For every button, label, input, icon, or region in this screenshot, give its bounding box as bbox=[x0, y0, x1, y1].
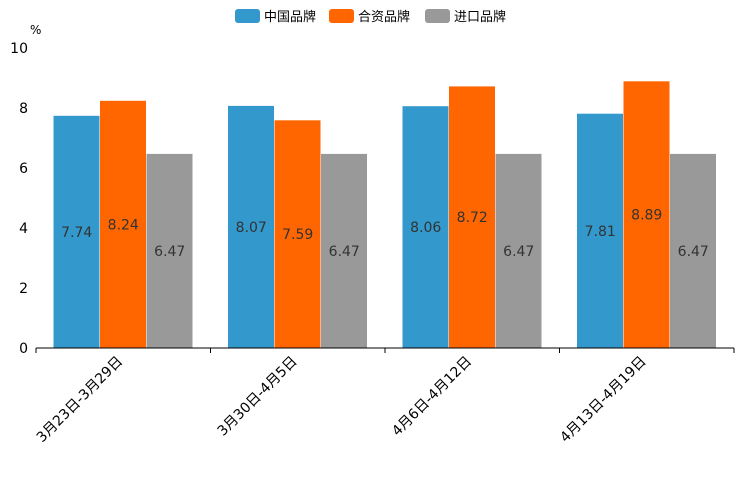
legend-label-1: 中国品牌 bbox=[264, 9, 316, 25]
bar-1-1 bbox=[53, 115, 100, 348]
bar-2-1 bbox=[100, 100, 146, 348]
bar-value-label: 8.89 bbox=[631, 208, 662, 224]
y-tick-label: 8 bbox=[19, 101, 28, 117]
y-tick-label: 6 bbox=[19, 161, 28, 177]
bar-3-2 bbox=[321, 153, 367, 348]
y-tick-label: 4 bbox=[19, 221, 28, 237]
y-axis-unit: % bbox=[30, 23, 41, 37]
y-tick-label: 2 bbox=[19, 281, 28, 297]
bar-value-label: 6.47 bbox=[329, 244, 360, 260]
bar-value-label: 8.06 bbox=[410, 220, 441, 236]
bar-value-label: 8.24 bbox=[108, 217, 139, 233]
bar-value-label: 6.47 bbox=[154, 244, 185, 260]
bar-value-label: 8.72 bbox=[457, 210, 488, 226]
bar-1-4 bbox=[577, 113, 623, 348]
x-tick-label: 4月13日-4月19日 bbox=[557, 354, 649, 446]
legend-swatch-1 bbox=[235, 9, 260, 23]
y-tick-label: 0 bbox=[19, 341, 28, 357]
y-axis: 0 2 4 6 8 10 bbox=[10, 41, 28, 357]
bar-value-label: 7.81 bbox=[585, 224, 616, 240]
bar-value-label: 6.47 bbox=[503, 244, 534, 260]
bar-3-3 bbox=[495, 153, 542, 348]
bar-2-3 bbox=[449, 86, 495, 349]
plot-area: 7.74 8.24 6.47 8.07 7.59 6.47 8.06 8.72 6.47 7.81… bbox=[53, 81, 716, 349]
legend-swatch-3 bbox=[425, 9, 450, 23]
bar-2-2 bbox=[274, 120, 321, 348]
bar-value-label: 8.07 bbox=[236, 220, 267, 236]
x-tick-label: 4月6日-4月12日 bbox=[389, 354, 475, 440]
x-tick-label: 3月30日-4月5日 bbox=[215, 354, 301, 440]
bar-1-3 bbox=[402, 106, 449, 348]
legend-label-3: 进口品牌 bbox=[454, 9, 506, 25]
legend-label-2: 合资品牌 bbox=[358, 9, 410, 25]
legend: 中国品牌 合资品牌 进口品牌 bbox=[235, 9, 506, 25]
bar-value-label: 7.74 bbox=[61, 225, 92, 241]
x-axis: 3月23日-3月29日 3月30日-4月5日 4月6日-4月12日 4月13日-4月1… bbox=[34, 348, 735, 446]
bar-1-2 bbox=[228, 105, 274, 349]
bar-3-1 bbox=[146, 153, 193, 348]
legend-swatch-2 bbox=[329, 9, 354, 23]
bar-3-4 bbox=[670, 153, 716, 348]
bar-2-4 bbox=[623, 81, 670, 349]
bar-value-label: 7.59 bbox=[282, 227, 313, 243]
x-tick-label: 3月23日-3月29日 bbox=[34, 354, 126, 446]
bar-value-label: 6.47 bbox=[678, 244, 709, 260]
y-tick-label: 10 bbox=[10, 41, 28, 57]
